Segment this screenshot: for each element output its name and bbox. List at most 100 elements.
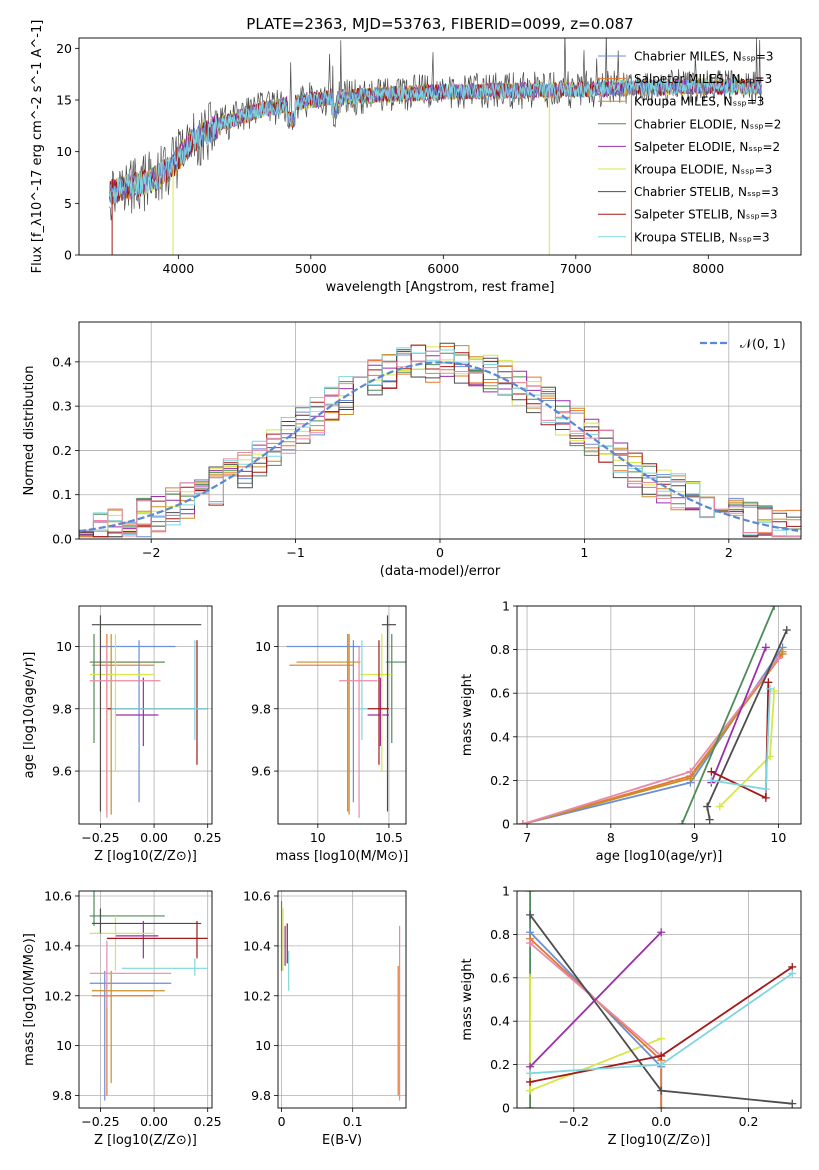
y-tick-label: 10	[56, 1038, 72, 1053]
y-tick-label: 9.6	[251, 764, 271, 779]
spectrum-series	[109, 77, 762, 205]
weight-marker	[526, 939, 535, 948]
errorbar-point	[360, 634, 392, 772]
x-tick-label: 0.25	[194, 1114, 222, 1129]
y-tick-label: 15	[56, 93, 72, 108]
x-axis-label: Z [log10(Z/Z⊙)]	[608, 1133, 711, 1148]
errorbar-point	[91, 908, 202, 934]
weight-marker	[774, 654, 783, 663]
weight-marker	[657, 928, 666, 937]
errorbar-point	[91, 983, 155, 1096]
x-axis-label: Z [log10(Z/Z⊙)]	[94, 849, 197, 864]
y-tick-label: 0	[64, 248, 72, 263]
errorbar-point	[386, 634, 406, 744]
y-tick-label: 9.6	[52, 764, 72, 779]
errorbar-point	[115, 920, 159, 959]
errorbar-point	[89, 634, 155, 772]
x-tick-label: 0.2	[739, 1114, 759, 1129]
x-tick-label: −0.25	[81, 1114, 119, 1129]
weight-marker	[657, 1104, 666, 1108]
x-tick-label: 0	[278, 1114, 286, 1129]
y-axis-label: mass [log10(M/M⊙)]	[22, 933, 37, 1066]
gridlines	[79, 891, 212, 1108]
x-tick-label: 0.1	[343, 1114, 363, 1129]
weight-marker	[705, 815, 714, 824]
legend-label: Kroupa MILES, Nₛₛₚ=3	[634, 95, 764, 109]
x-tick-label: −1	[286, 545, 304, 560]
errorbar-point	[115, 677, 159, 747]
y-tick-label: 0.4	[52, 354, 72, 369]
y-axis-label: mass weight	[460, 958, 475, 1040]
x-tick-label: 10	[770, 830, 786, 845]
errorbar-point	[100, 640, 176, 803]
weight-marker	[526, 910, 535, 919]
histogram-series	[79, 350, 801, 538]
errorbar-point	[89, 891, 165, 926]
weight-series	[681, 606, 776, 824]
y-tick-label: 9.8	[52, 1088, 72, 1103]
axis-ticks: −0.25 0.00 0.25 9.6 9.8 10	[52, 639, 222, 845]
y-axis-label: age [log10(age/yr)]	[22, 652, 37, 779]
errorbar-point	[91, 615, 202, 812]
x-tick-label: 0	[436, 545, 444, 560]
weight-marker	[678, 820, 687, 824]
x-axis-label: mass [log10(M/M⊙)]	[276, 849, 409, 864]
y-axis-label: mass weight	[460, 674, 475, 756]
axis-ticks: −2 −1 0 1 2 0.0 0.1 0.2 0.3 0.4	[52, 354, 733, 560]
y-tick-label: 20	[56, 41, 72, 56]
weight-marker	[657, 1086, 666, 1095]
y-tick-label: 10	[255, 1038, 271, 1053]
errorbar-point	[89, 646, 161, 818]
axis-ticks: 0 0.1 9.8 10 10.2 10.4 10.6	[243, 888, 362, 1129]
weight-series	[710, 647, 767, 783]
y-tick-label: 5	[64, 196, 72, 211]
y-tick-label: 0.1	[52, 487, 72, 502]
mass-vs-metallicity-plot: −0.25 0.00 0.25 9.8 10 10.2 10.4 10.6 Z [log10(Z…	[22, 888, 222, 1148]
errorbar-point	[296, 634, 361, 815]
axis-ticks: 4000 5000 6000 7000 8000 0 5 10 15 20	[56, 41, 724, 276]
axis-ticks: 7 8 9 10 0 0.2 0.4 0.6 0.8 1	[490, 599, 786, 846]
histogram-series	[79, 342, 801, 538]
plot-frame	[516, 605, 802, 825]
weight-marker	[526, 1086, 535, 1095]
legend-label: Kroupa STELIB, Nₛₛₚ=3	[634, 230, 770, 244]
legend-label: Chabrier ELODIE, Nₛₛₚ=2	[634, 117, 781, 131]
residual-histogram-plot: −2 −1 0 1 2 0.0 0.1 0.2 0.3 0.4 (data-model)/error…	[22, 321, 802, 579]
errorbar-point	[106, 920, 208, 959]
x-tick-label: 10	[310, 830, 326, 845]
weight-series	[522, 646, 784, 824]
weight-marker	[657, 1060, 666, 1069]
x-tick-label: −0.25	[81, 830, 119, 845]
y-tick-label: 0	[502, 1101, 510, 1116]
weight-marker	[778, 647, 787, 656]
plot-frame	[78, 321, 802, 540]
y-tick-label: 0.2	[490, 773, 510, 788]
y-tick-label: 10.4	[243, 938, 271, 953]
errorbar-point	[381, 615, 397, 812]
errorbars	[280, 900, 401, 1101]
errorbar-point	[111, 640, 208, 740]
x-tick-label: −0.2	[559, 1114, 589, 1129]
x-tick-label: 8	[607, 830, 615, 845]
plot-frame	[516, 890, 802, 1109]
x-tick-label: −2	[142, 545, 160, 560]
weight-series	[529, 931, 663, 1108]
x-tick-label: 7	[523, 830, 531, 845]
errorbar-point	[367, 640, 389, 765]
weight-marker	[703, 802, 712, 811]
x-tick-label: 0.00	[140, 1114, 168, 1129]
spectra-lines	[109, 38, 762, 255]
y-tick-label: 10	[56, 639, 72, 654]
weight-lines	[526, 891, 797, 1108]
weight-series	[529, 977, 662, 1092]
x-tick-label: 4000	[162, 261, 194, 276]
y-tick-label: 0.4	[490, 729, 510, 744]
y-tick-label: 9.8	[52, 701, 72, 716]
normal-curve	[79, 361, 799, 533]
legend-label: Kroupa ELODIE, Nₛₛₚ=3	[634, 163, 772, 177]
weight-marker	[707, 767, 716, 776]
legend-label: Salpeter MILES, Nₛₛₚ=3	[634, 72, 772, 86]
x-axis-label: wavelength [Angstrom, rest frame]	[326, 280, 555, 295]
y-tick-label: 0.2	[490, 1057, 510, 1072]
